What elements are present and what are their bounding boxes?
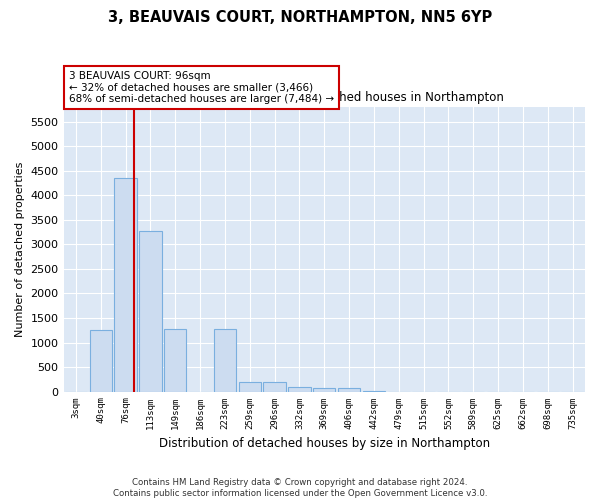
Bar bbox=[263, 382, 286, 392]
X-axis label: Distribution of detached houses by size in Northampton: Distribution of detached houses by size … bbox=[159, 437, 490, 450]
Bar bbox=[139, 230, 161, 392]
Bar bbox=[363, 390, 385, 392]
Text: Contains HM Land Registry data © Crown copyright and database right 2024.
Contai: Contains HM Land Registry data © Crown c… bbox=[113, 478, 487, 498]
Bar bbox=[214, 329, 236, 392]
Y-axis label: Number of detached properties: Number of detached properties bbox=[15, 162, 25, 337]
Title: Size of property relative to detached houses in Northampton: Size of property relative to detached ho… bbox=[145, 92, 504, 104]
Bar bbox=[239, 382, 261, 392]
Bar bbox=[288, 386, 311, 392]
Bar bbox=[313, 388, 335, 392]
Text: 3, BEAUVAIS COURT, NORTHAMPTON, NN5 6YP: 3, BEAUVAIS COURT, NORTHAMPTON, NN5 6YP bbox=[108, 10, 492, 25]
Bar bbox=[89, 330, 112, 392]
Bar bbox=[115, 178, 137, 392]
Text: 3 BEAUVAIS COURT: 96sqm
← 32% of detached houses are smaller (3,466)
68% of semi: 3 BEAUVAIS COURT: 96sqm ← 32% of detache… bbox=[69, 71, 334, 104]
Bar bbox=[338, 388, 360, 392]
Bar bbox=[164, 329, 187, 392]
